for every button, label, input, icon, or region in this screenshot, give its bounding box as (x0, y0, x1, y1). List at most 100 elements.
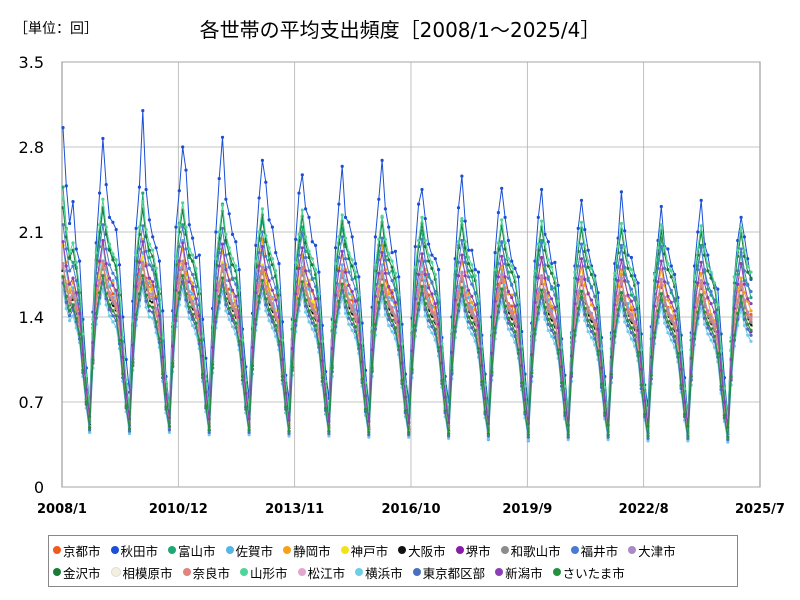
data-point (709, 302, 713, 306)
data-point (659, 288, 663, 292)
data-point (294, 319, 298, 323)
data-point (463, 274, 467, 278)
legend-marker (240, 568, 249, 576)
data-point (383, 271, 387, 275)
data-point (586, 259, 590, 263)
data-point (330, 325, 334, 329)
data-point (144, 228, 148, 232)
x-tick-label: 2019/9 (502, 502, 552, 517)
data-point (746, 264, 750, 268)
data-point (407, 430, 411, 434)
data-point (343, 270, 348, 274)
data-point (746, 270, 750, 274)
data-point (742, 323, 747, 328)
data-point (230, 232, 235, 236)
data-point (506, 238, 510, 243)
data-point (177, 291, 181, 295)
data-point (297, 287, 301, 291)
data-point (500, 287, 504, 291)
data-point (530, 371, 534, 375)
data-point (513, 304, 517, 308)
data-point (377, 237, 381, 241)
data-point (111, 320, 115, 324)
data-point (623, 279, 627, 283)
data-point (619, 258, 624, 262)
data-point (437, 296, 441, 300)
data-point (373, 294, 377, 298)
data-point (387, 292, 391, 296)
data-point (343, 311, 348, 315)
data-point (71, 264, 75, 268)
data-point (317, 270, 321, 274)
data-point (470, 294, 474, 298)
data-point (629, 255, 634, 260)
data-point (546, 277, 550, 281)
data-point (430, 309, 434, 313)
data-point (706, 253, 710, 257)
data-point (81, 353, 85, 357)
data-point (423, 314, 427, 318)
data-point (702, 247, 707, 251)
data-point (387, 302, 391, 306)
data-point (586, 330, 590, 334)
data-point (709, 270, 713, 274)
data-point (586, 279, 590, 283)
legend-label: 山形市 (250, 565, 288, 581)
data-point (127, 432, 132, 436)
data-point (121, 372, 125, 376)
legend-item: 大阪市 (398, 539, 446, 561)
data-point (383, 289, 387, 294)
data-point (134, 253, 138, 257)
data-point (470, 248, 474, 252)
data-point (583, 306, 587, 311)
data-point (510, 283, 514, 287)
data-point (260, 158, 264, 162)
legend-marker (182, 568, 191, 576)
data-point (692, 332, 697, 336)
data-point (64, 184, 68, 188)
data-point (104, 183, 108, 187)
data-point (423, 217, 427, 221)
data-point (553, 331, 557, 335)
data-point (307, 320, 311, 324)
data-point (722, 400, 727, 404)
data-point (706, 332, 710, 336)
data-point (324, 406, 328, 410)
data-point (696, 230, 700, 234)
data-point (712, 334, 717, 338)
data-point (214, 288, 218, 292)
data-point (623, 314, 627, 318)
data-point (181, 241, 185, 245)
data-point (619, 243, 624, 247)
data-point (187, 253, 191, 257)
data-point (300, 268, 304, 272)
data-point (673, 272, 677, 277)
data-point (456, 260, 461, 264)
data-point (107, 276, 112, 280)
data-point (496, 293, 500, 297)
data-point (689, 356, 693, 360)
data-point (244, 391, 248, 396)
data-point (473, 291, 477, 295)
data-point (423, 291, 427, 295)
data-point (503, 275, 507, 279)
data-point (194, 285, 198, 289)
data-point (137, 185, 141, 189)
data-point (287, 434, 291, 438)
data-point (114, 304, 118, 308)
data-point (626, 330, 630, 334)
data-point (533, 300, 537, 304)
legend-marker (53, 546, 61, 554)
data-point (510, 311, 514, 315)
data-point (702, 316, 707, 320)
data-point (456, 240, 461, 244)
legend-item: 富山市 (168, 539, 216, 561)
data-point (68, 251, 72, 255)
data-point (151, 294, 155, 298)
data-point (154, 320, 158, 324)
data-point (134, 313, 138, 317)
data-point (144, 293, 148, 297)
data-point (393, 326, 397, 330)
data-point (626, 323, 630, 328)
data-point (151, 248, 155, 252)
